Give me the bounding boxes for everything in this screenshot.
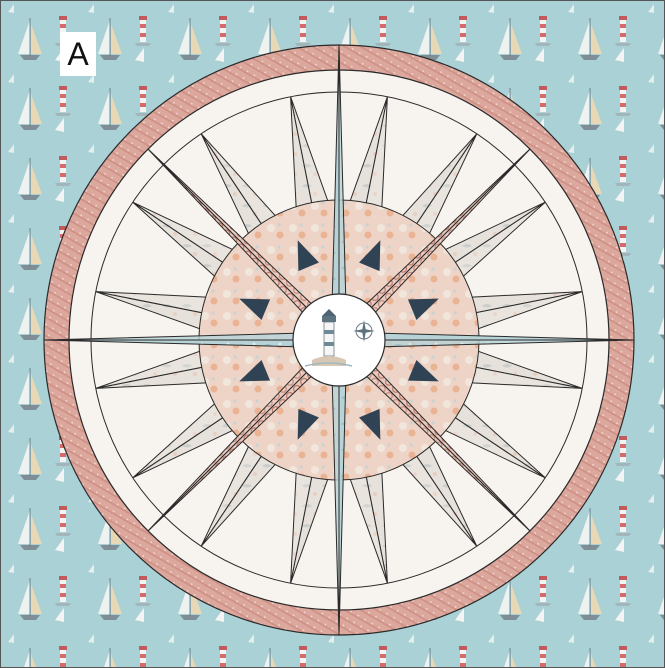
navy-accent: [407, 360, 439, 382]
navy-accent: [239, 298, 271, 320]
navy-accent: [359, 240, 381, 272]
navy-accent: [297, 408, 319, 440]
main-points: [43, 44, 635, 636]
diagonal-points: [147, 148, 531, 532]
navy-accents: [239, 240, 439, 440]
panel-label: A: [60, 32, 96, 76]
compass-rose-icon: [353, 320, 375, 342]
center-medallion: [292, 293, 386, 387]
lighthouse-icon: [304, 309, 353, 367]
navy-accent: [239, 360, 271, 382]
navy-accent: [359, 408, 381, 440]
navy-accent: [407, 298, 439, 320]
navy-accent: [297, 240, 319, 272]
